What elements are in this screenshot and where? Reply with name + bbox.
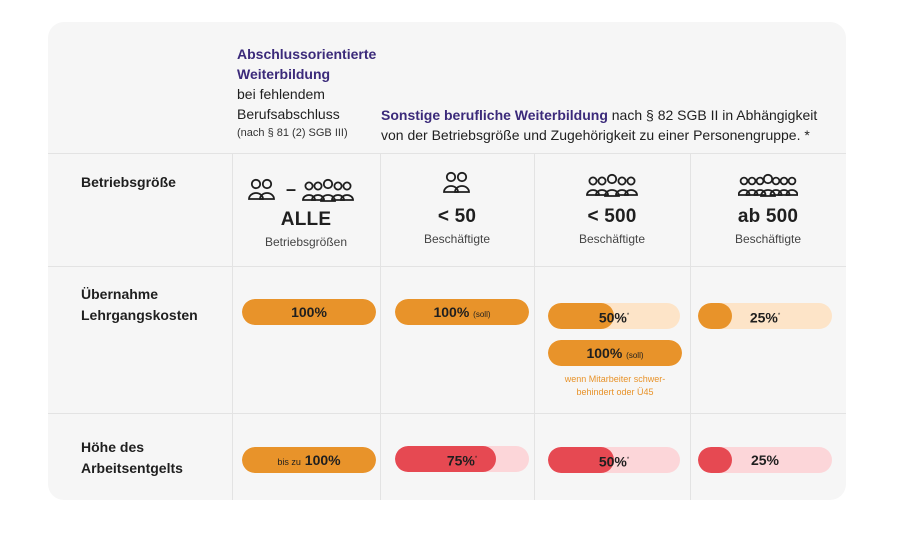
cost-bar-under-500-special: 100% (soll) bbox=[548, 340, 682, 366]
size-over-500: ab 500 Beschäftigte bbox=[690, 172, 846, 246]
size-under-50-value: < 50 bbox=[437, 206, 477, 227]
comparison-card: Abschlussorientierte Weiterbildung bei f… bbox=[48, 22, 846, 500]
cost-bar-under-50: 100% (soll) bbox=[395, 299, 529, 325]
people-medium-icon bbox=[586, 173, 638, 197]
size-all-unit: Betriebsgrößen bbox=[264, 235, 348, 249]
header-abschluss-text-2: Berufsabschluss bbox=[237, 106, 340, 122]
size-under-500-value: < 500 bbox=[587, 206, 637, 227]
divider bbox=[48, 266, 846, 267]
header-sonstige: Sonstige berufliche Weiterbildung nach §… bbox=[381, 105, 841, 145]
cost-bar-all: 100% bbox=[242, 299, 376, 325]
size-over-500-unit: Beschäftigte bbox=[734, 232, 802, 246]
people-small-icon bbox=[443, 171, 470, 193]
wage-bar-all: bis zu 100% bbox=[242, 447, 376, 473]
divider bbox=[690, 153, 691, 500]
header-abschluss-text-1: bei fehlendem bbox=[237, 86, 325, 102]
wage-bar-under-50: 75%* bbox=[395, 446, 529, 472]
size-under-500: < 500 Beschäftigte bbox=[534, 172, 690, 246]
divider bbox=[380, 153, 381, 500]
size-all: – ALLE Betriebsgrößen bbox=[232, 177, 380, 249]
size-under-50-unit: Beschäftigte bbox=[423, 232, 491, 246]
header-abschluss-note: (nach § 81 (2) SGB III) bbox=[237, 127, 348, 139]
size-all-value: ALLE bbox=[280, 209, 332, 230]
wage-bar-over-500: 25% bbox=[698, 447, 832, 473]
size-under-500-unit: Beschäftigte bbox=[578, 232, 646, 246]
header-sonstige-text-2: von der Betriebsgröße und Zugehörigkeit … bbox=[381, 127, 810, 143]
header-abschluss-title-1: Abschlussorientierte bbox=[237, 46, 377, 62]
people-large-icon bbox=[738, 173, 798, 197]
header-sonstige-title: Sonstige berufliche Weiterbildung bbox=[381, 107, 608, 123]
cost-bar-under-500: 50%* bbox=[548, 303, 680, 329]
cost-note: wenn Mitarbeiter schwer- behindert oder … bbox=[564, 374, 666, 397]
row-label-wage: Höhe des Arbeitsentgelts bbox=[81, 439, 183, 476]
divider bbox=[48, 153, 846, 154]
size-over-500-value: ab 500 bbox=[737, 206, 799, 227]
divider bbox=[534, 153, 535, 500]
header-abschluss: Abschlussorientierte Weiterbildung bei f… bbox=[237, 44, 387, 142]
cost-bar-over-500: 25%* bbox=[698, 303, 832, 329]
people-range-icon: – bbox=[232, 177, 380, 207]
divider bbox=[48, 413, 846, 414]
size-under-50: < 50 Beschäftigte bbox=[380, 170, 534, 246]
header-sonstige-text-1: nach § 82 SGB II in Abhängigkeit bbox=[607, 107, 818, 123]
wage-bar-under-500: 50%* bbox=[548, 447, 680, 473]
divider bbox=[232, 153, 233, 500]
header-abschluss-title-2: Weiterbildung bbox=[237, 66, 331, 82]
row-label-size: Betriebsgröße bbox=[81, 174, 176, 190]
row-label-cost: Übernahme Lehrgangskosten bbox=[81, 286, 198, 323]
